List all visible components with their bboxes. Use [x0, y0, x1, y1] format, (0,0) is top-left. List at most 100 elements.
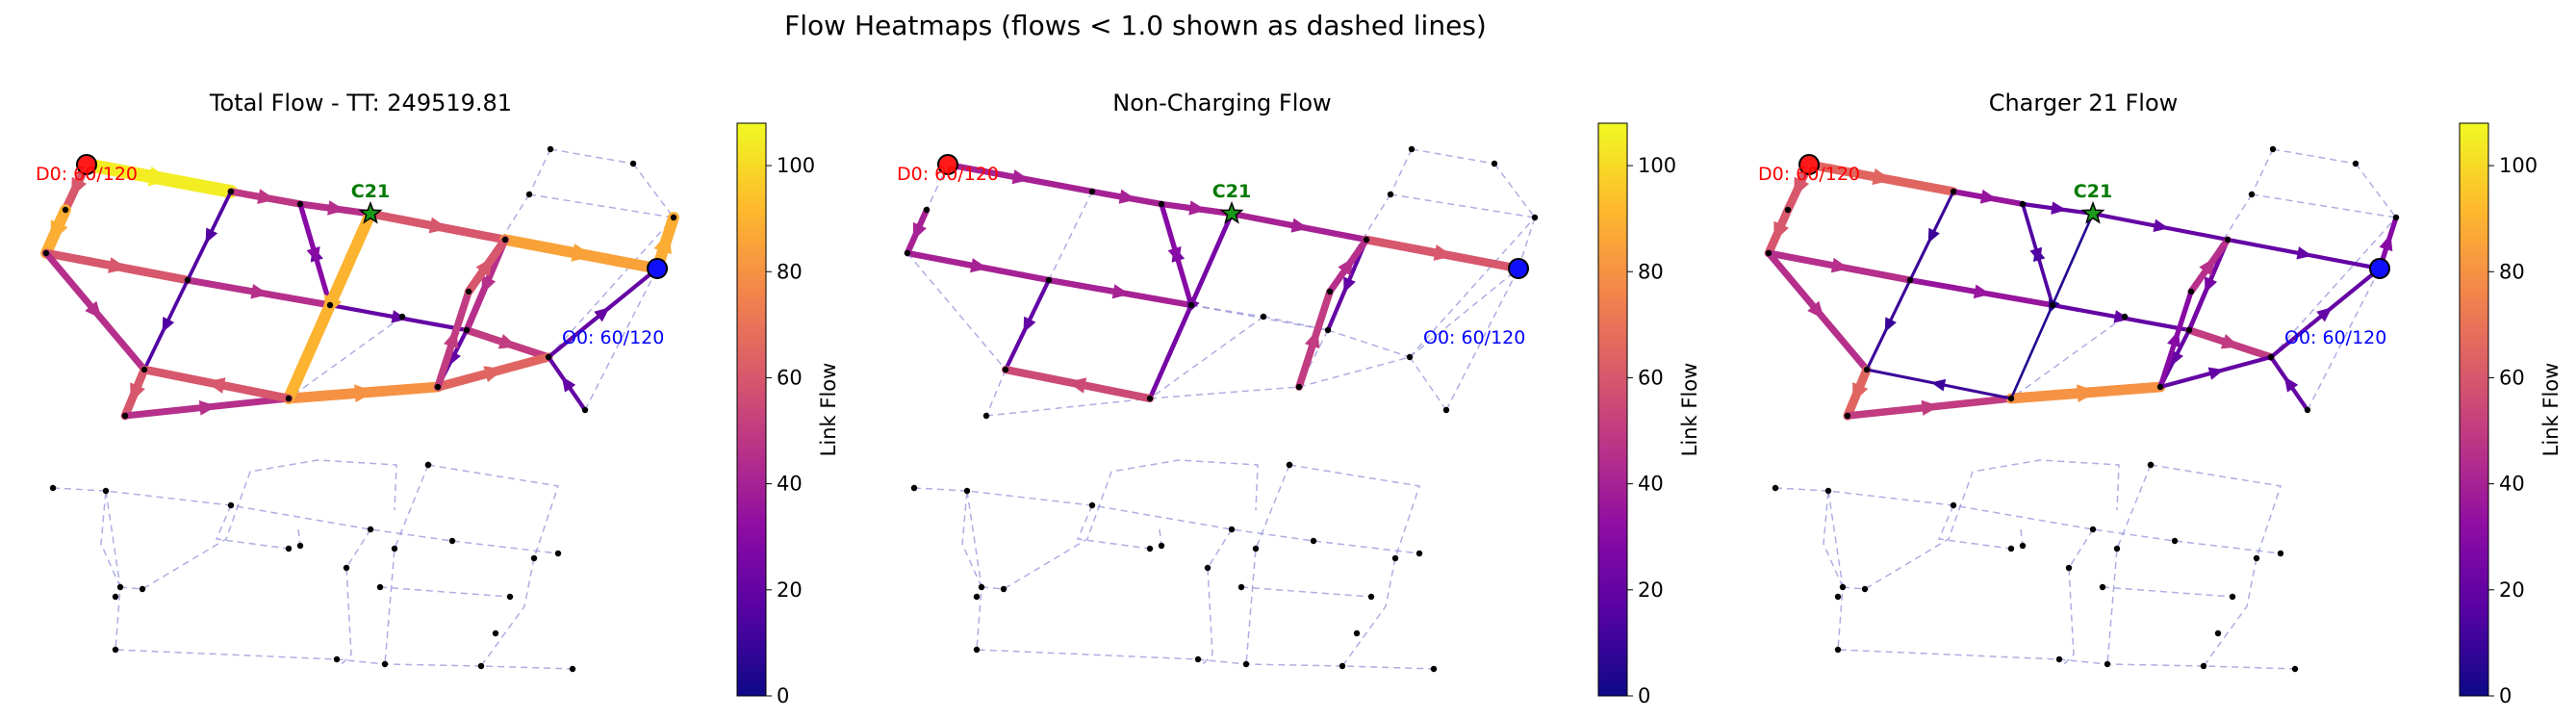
network-node [2185, 326, 2193, 334]
network-node [554, 550, 562, 557]
network-node [2019, 542, 2027, 550]
network-node [670, 214, 677, 221]
network-node [424, 461, 432, 469]
network-node [492, 629, 499, 637]
network-node [184, 276, 191, 284]
zero-flow-link [1409, 356, 1447, 411]
flow-arrow [2113, 310, 2130, 323]
network-node [973, 593, 981, 601]
network-node [2007, 395, 2015, 402]
flow-arrow [327, 200, 345, 216]
colorbar-tick-label: 0 [2499, 684, 2512, 707]
flow-arrow [2220, 333, 2240, 349]
network-node [910, 484, 918, 492]
colorbar-tick-label: 40 [1638, 473, 1664, 496]
network-node [42, 249, 50, 257]
flow-arrow [2029, 246, 2043, 263]
network-node [434, 383, 442, 391]
flow-arrow [1794, 176, 1810, 197]
zero-flow-link [966, 490, 1435, 670]
origin-label: O0: 60/120 [2284, 327, 2386, 348]
flow-arrow [147, 167, 172, 187]
zero-flow-link [100, 490, 121, 588]
network-node [1146, 395, 1154, 402]
network-node [2392, 214, 2400, 221]
flow-arrow [1927, 227, 1940, 244]
flow-arrow [250, 283, 269, 299]
network-node [1252, 545, 1260, 552]
flow-arrow [108, 257, 128, 273]
flow-arrow [1807, 300, 1824, 320]
network-node [2187, 288, 2195, 295]
zero-flow-link [1842, 459, 2120, 590]
network-node [296, 542, 304, 550]
network-node [2049, 301, 2056, 309]
network-node [1950, 501, 1957, 509]
flow-arrow [1067, 377, 1087, 394]
network-node [112, 593, 119, 601]
network-node [2147, 461, 2155, 469]
network-node [1406, 353, 1414, 361]
zero-flow-link [528, 193, 675, 218]
flow-arrow [475, 256, 494, 277]
network-node [1784, 206, 1792, 214]
zero-flow-link [961, 490, 982, 588]
network-node [2104, 660, 2111, 668]
colorbar-tick-label: 60 [1638, 366, 1664, 389]
network-node [1088, 501, 1096, 509]
network-node [121, 412, 129, 420]
network-node [227, 501, 235, 509]
zero-flow-link [1240, 586, 1372, 598]
flow-arrow [1773, 220, 1789, 242]
network-node [343, 564, 350, 572]
zero-flow-link [1298, 356, 1411, 388]
origin-marker [2369, 258, 2390, 279]
flow-arrow [561, 376, 576, 393]
flow-arrow [2283, 376, 2299, 393]
flow-arrow [970, 258, 988, 273]
network-node [326, 301, 334, 309]
zero-flow-link [1411, 148, 1495, 165]
flow-arrow [571, 243, 594, 262]
network-node [1295, 383, 1303, 391]
network-node [398, 313, 406, 321]
zero-flow-link [379, 586, 511, 598]
flow-arrow [594, 307, 610, 322]
origin-marker [647, 258, 668, 279]
zero-flow-link [584, 268, 658, 411]
flow-arrow [205, 227, 218, 244]
network-node [973, 646, 981, 654]
flow-arrow [2205, 276, 2218, 294]
zero-flow-link [1245, 464, 1290, 665]
flow-arrow [130, 382, 145, 403]
network-node [2352, 160, 2359, 167]
zero-flow-link [1048, 191, 1093, 281]
zero-flow-link [548, 217, 675, 358]
zero-flow-link [985, 398, 1151, 417]
network-node [367, 526, 374, 533]
network-node [112, 646, 119, 654]
zero-flow-link [1774, 487, 2282, 554]
zero-flow-link [384, 464, 429, 665]
network-node [530, 554, 538, 562]
origin-label: O0: 60/120 [562, 327, 664, 348]
network-node [525, 191, 533, 198]
network-node [1204, 564, 1211, 572]
zero-flow-link [926, 164, 949, 211]
network-node [381, 660, 389, 668]
zero-flow-link [1190, 304, 1264, 318]
network-node [1339, 662, 1346, 670]
destination-marker [1798, 154, 1820, 175]
zero-flow-link [1288, 464, 1420, 667]
network-node [1408, 145, 1416, 153]
network-node [2291, 665, 2299, 673]
zero-flow-link [528, 148, 551, 195]
zero-flow-link [1823, 490, 1844, 588]
network-node [62, 206, 69, 214]
network-node [1088, 188, 1096, 195]
network-node [2253, 554, 2260, 562]
network-node [1260, 313, 1267, 321]
flow-arrow [50, 219, 68, 244]
colorbar-tick-label: 100 [777, 154, 815, 177]
